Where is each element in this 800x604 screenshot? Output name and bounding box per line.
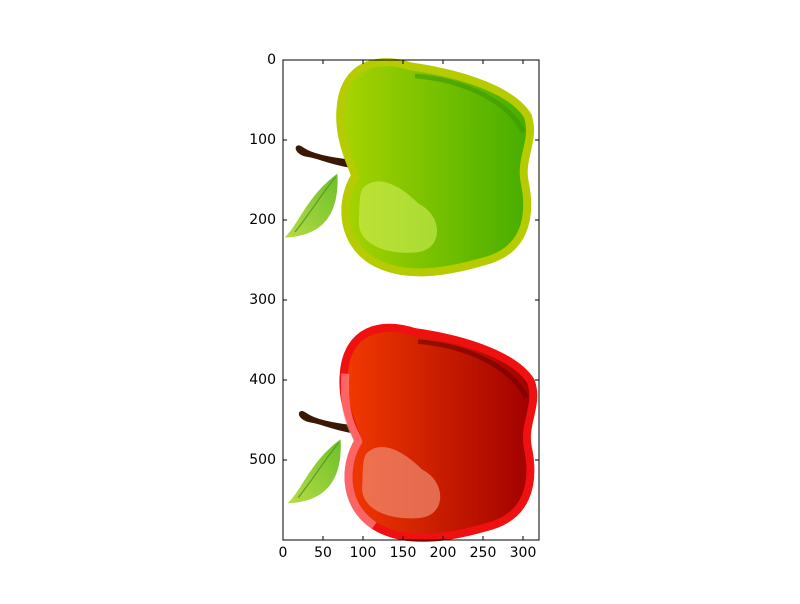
x-tick-label: 200: [430, 545, 457, 561]
x-tick-label: 0: [279, 545, 288, 561]
y-tick-label: 100: [249, 132, 276, 148]
y-tick-label: 200: [249, 212, 276, 228]
y-tick-label: 500: [249, 452, 276, 468]
y-tick-label: 300: [249, 292, 276, 308]
red-apple: [288, 328, 533, 538]
x-tick-label: 100: [350, 545, 377, 561]
x-tick-label: 150: [390, 545, 417, 561]
y-tick-label: 400: [249, 372, 276, 388]
x-tick-label: 50: [314, 545, 332, 561]
y-tick-label: 0: [267, 52, 276, 68]
image: [285, 62, 534, 538]
x-tick-label: 250: [470, 545, 497, 561]
green-apple: [285, 62, 530, 272]
x-tick-label: 300: [510, 545, 537, 561]
